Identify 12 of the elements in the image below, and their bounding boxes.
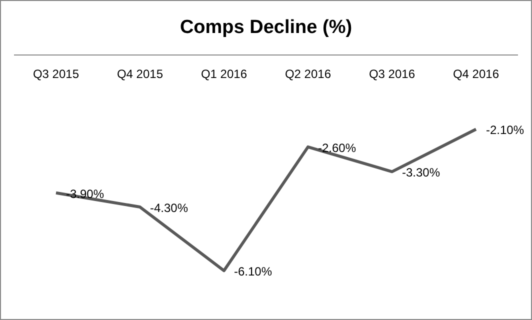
x-tick-label: Q4 2016	[452, 67, 500, 81]
x-tick-label: Q3 2016	[368, 67, 416, 81]
data-label: -6.10%	[234, 264, 272, 279]
x-tick-label: Q2 2016	[284, 67, 332, 81]
x-tick-label: Q3 2015	[32, 67, 80, 81]
x-tick-label: Q1 2016	[200, 67, 248, 81]
data-label: -2.10%	[486, 123, 524, 138]
data-label: -3.30%	[402, 166, 440, 180]
chart-title: Comps Decline (%)	[180, 17, 352, 38]
data-label: -2.60%	[318, 140, 356, 155]
x-tick-label: Q4 2015	[116, 67, 164, 81]
data-label: -4.30%	[150, 201, 188, 216]
